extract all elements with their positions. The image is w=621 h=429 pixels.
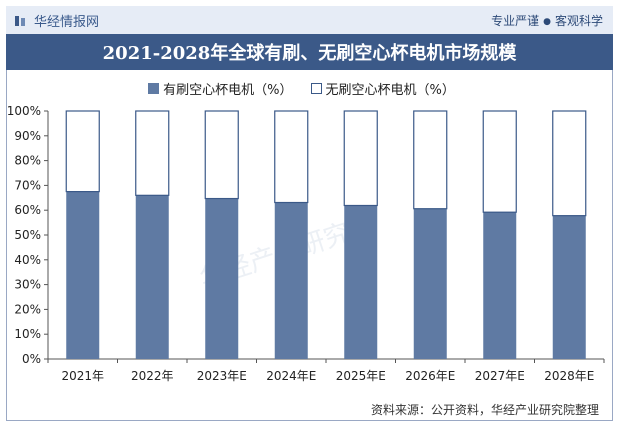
bar-brushed [135, 195, 169, 359]
bar-brushless [204, 110, 239, 200]
y-tick-label: 80% [14, 154, 41, 168]
bar-brushless [274, 110, 309, 204]
chart-title: 2021-2028年全球有刷、无刷空心杯电机市场规模 [6, 34, 613, 70]
brand-name: 华经情报网 [34, 15, 100, 30]
source-note: 资料来源：公开资料，华经产业研究院整理 [370, 403, 599, 417]
x-tick-label: 2028年E [544, 369, 594, 383]
bar-brushed [205, 198, 239, 359]
y-tick-label: 30% [14, 278, 41, 292]
x-tick-label: 2026年E [405, 369, 455, 383]
slogan-right: 客观科学 [554, 14, 603, 28]
bar-brushless [552, 110, 587, 217]
y-tick-label: 90% [14, 129, 41, 143]
legend-swatch-brushless [310, 83, 322, 94]
bar-brushless [65, 110, 100, 193]
bar-brushed [344, 205, 378, 359]
y-tick-label: 40% [14, 253, 41, 267]
x-tick-label: 2021年 [61, 369, 104, 383]
y-tick-label: 60% [14, 203, 41, 217]
bar-brushless [135, 110, 170, 196]
y-tick-label: 0% [22, 352, 41, 366]
bar-brushed [66, 191, 100, 359]
brand-logo: 华经情报网 [14, 11, 99, 30]
bar-brushed [483, 212, 517, 359]
x-tick-label: 2027年E [475, 369, 525, 383]
slogan-left: 专业严谨 [491, 14, 540, 28]
dot-icon: ● [543, 17, 551, 27]
x-tick-label: 2023年E [197, 369, 247, 383]
legend: 有刷空心杯电机（%） 无刷空心杯电机（%） [0, 79, 621, 98]
x-tick-label: 2022年 [131, 369, 174, 383]
bar-brushed [552, 215, 586, 359]
y-tick-label: 70% [14, 178, 41, 192]
x-tick-label: 2025年E [336, 369, 386, 383]
y-tick-label: 10% [14, 327, 41, 341]
top-bar [6, 6, 613, 34]
legend-item-brushless: 无刷空心杯电机（%） [310, 79, 455, 98]
legend-label-brushed: 有刷空心杯电机（%） [163, 83, 293, 98]
brand-logo-icon [15, 15, 25, 26]
bar-brushless [343, 110, 378, 207]
bar-brushless [413, 110, 448, 210]
x-tick-label: 2024年E [266, 369, 316, 383]
legend-item-brushed: 有刷空心杯电机（%） [148, 79, 293, 98]
y-tick-label: 20% [14, 302, 41, 316]
legend-swatch-brushed [148, 83, 160, 94]
slogan: 专业严谨 ● 客观科学 [491, 12, 603, 29]
bar-brushed [413, 208, 447, 359]
legend-label-brushless: 无刷空心杯电机（%） [325, 83, 455, 98]
bar-brushless [482, 110, 517, 213]
bar-brushed [274, 202, 308, 359]
y-tick-label: 100% [7, 104, 41, 118]
y-tick-label: 50% [14, 228, 41, 242]
